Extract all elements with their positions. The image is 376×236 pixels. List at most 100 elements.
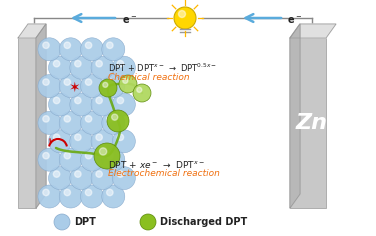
Circle shape — [80, 75, 103, 98]
Circle shape — [43, 152, 49, 159]
Circle shape — [43, 42, 49, 48]
Text: DPT + $xe^-$ $\rightarrow$ DPT$^{x-}$: DPT + $xe^-$ $\rightarrow$ DPT$^{x-}$ — [108, 159, 205, 169]
Circle shape — [85, 116, 92, 122]
Circle shape — [100, 148, 107, 155]
Circle shape — [80, 111, 103, 134]
Circle shape — [74, 97, 81, 104]
Circle shape — [43, 189, 49, 196]
Circle shape — [80, 185, 103, 208]
Circle shape — [80, 148, 103, 171]
Circle shape — [107, 116, 113, 122]
Circle shape — [91, 130, 114, 153]
Circle shape — [103, 82, 108, 87]
Circle shape — [107, 152, 113, 159]
Text: ✶: ✶ — [69, 81, 81, 95]
Circle shape — [49, 167, 71, 190]
Circle shape — [74, 171, 81, 177]
Circle shape — [102, 185, 125, 208]
Text: DPT + DPT$^{x-}$ $\rightarrow$ DPT$^{0.5x-}$: DPT + DPT$^{x-}$ $\rightarrow$ DPT$^{0.5… — [108, 62, 217, 74]
Text: DPT: DPT — [74, 217, 96, 227]
Circle shape — [38, 185, 61, 208]
Circle shape — [123, 78, 128, 83]
Circle shape — [53, 97, 60, 104]
Circle shape — [117, 134, 124, 140]
Circle shape — [91, 93, 114, 116]
Circle shape — [112, 56, 135, 79]
Circle shape — [43, 116, 49, 122]
Circle shape — [91, 167, 114, 190]
Circle shape — [117, 171, 124, 177]
Circle shape — [70, 93, 93, 116]
Circle shape — [74, 60, 81, 67]
Text: e$^-$: e$^-$ — [123, 15, 138, 26]
Circle shape — [94, 143, 120, 169]
Circle shape — [174, 7, 196, 29]
Circle shape — [70, 56, 93, 79]
Circle shape — [49, 130, 71, 153]
Circle shape — [102, 75, 125, 98]
Circle shape — [112, 130, 135, 153]
Circle shape — [53, 171, 60, 177]
Circle shape — [43, 79, 49, 85]
Circle shape — [107, 110, 129, 132]
Circle shape — [119, 75, 137, 93]
Polygon shape — [290, 24, 336, 38]
Circle shape — [38, 111, 61, 134]
Circle shape — [96, 171, 102, 177]
Circle shape — [38, 38, 61, 61]
Circle shape — [70, 130, 93, 153]
Circle shape — [85, 152, 92, 159]
Circle shape — [179, 10, 185, 17]
Circle shape — [107, 79, 113, 85]
Circle shape — [107, 189, 113, 196]
Circle shape — [117, 60, 124, 67]
Circle shape — [85, 42, 92, 48]
Circle shape — [112, 114, 118, 120]
Circle shape — [59, 185, 82, 208]
Text: Discharged DPT: Discharged DPT — [160, 217, 247, 227]
Circle shape — [85, 189, 92, 196]
Circle shape — [38, 75, 61, 98]
Circle shape — [85, 79, 92, 85]
Circle shape — [38, 148, 61, 171]
Circle shape — [99, 79, 117, 97]
Circle shape — [137, 87, 142, 92]
Circle shape — [54, 214, 70, 230]
Circle shape — [53, 134, 60, 140]
Text: Electrochemical reaction: Electrochemical reaction — [108, 169, 220, 178]
Circle shape — [102, 38, 125, 61]
Circle shape — [107, 42, 113, 48]
Circle shape — [96, 60, 102, 67]
Text: e$^-$: e$^-$ — [288, 15, 303, 26]
Circle shape — [53, 60, 60, 67]
Circle shape — [64, 152, 70, 159]
Circle shape — [59, 75, 82, 98]
Circle shape — [112, 93, 135, 116]
Polygon shape — [36, 24, 46, 208]
Circle shape — [70, 167, 93, 190]
Circle shape — [64, 189, 70, 196]
Text: Zn: Zn — [296, 113, 328, 133]
Circle shape — [64, 116, 70, 122]
Circle shape — [64, 42, 70, 48]
Circle shape — [140, 214, 156, 230]
Circle shape — [96, 134, 102, 140]
Circle shape — [59, 148, 82, 171]
Text: Chemical reaction: Chemical reaction — [108, 73, 190, 83]
Polygon shape — [290, 24, 300, 208]
Circle shape — [112, 167, 135, 190]
Circle shape — [96, 97, 102, 104]
Circle shape — [117, 97, 124, 104]
Bar — [18, 38, 36, 208]
Circle shape — [74, 134, 81, 140]
Circle shape — [102, 111, 125, 134]
Circle shape — [91, 56, 114, 79]
Bar — [290, 38, 326, 208]
Circle shape — [59, 111, 82, 134]
Circle shape — [59, 38, 82, 61]
Circle shape — [49, 93, 71, 116]
Circle shape — [133, 84, 151, 102]
Polygon shape — [18, 24, 46, 38]
Circle shape — [80, 38, 103, 61]
Circle shape — [102, 148, 125, 171]
